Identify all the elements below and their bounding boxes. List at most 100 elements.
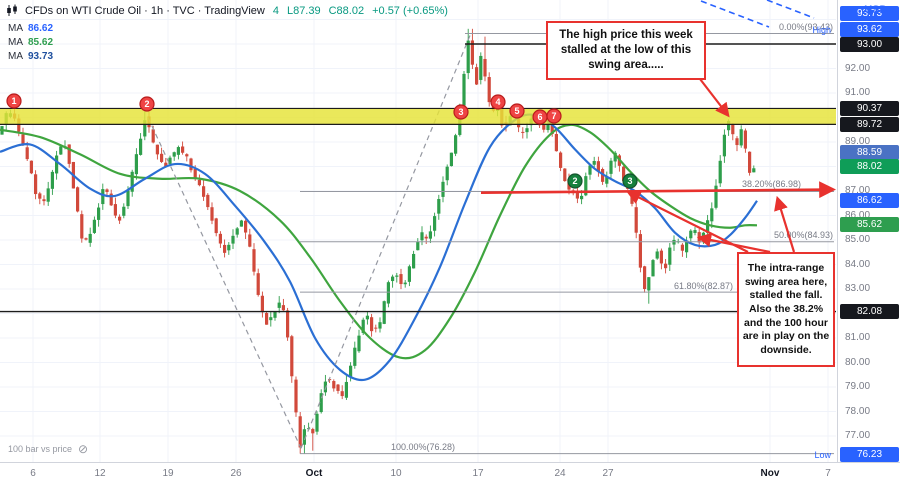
dashed-trendline — [300, 32, 472, 449]
price-badge: 86.62 — [840, 192, 899, 208]
time-label: 19 — [162, 468, 174, 479]
chevron-down-icon: ▾ — [889, 4, 894, 15]
grid-layer — [0, 0, 836, 462]
price-tick: 84.00 — [845, 258, 871, 270]
swing-area-band — [0, 108, 836, 125]
annotation-note-intrarange[interactable]: The intra-range swing area here, stalled… — [737, 252, 835, 368]
price-tick: 79.00 — [845, 381, 871, 392]
numbered-circle — [139, 96, 155, 112]
ma-legend-row[interactable]: MA 85.62 — [8, 35, 53, 49]
price-badge: 88.02 — [840, 158, 899, 174]
time-label: Nov — [760, 468, 780, 479]
price-badge: 93.00 — [840, 36, 899, 52]
red-arrow — [774, 195, 796, 253]
price-badge: 89.72 — [840, 116, 899, 132]
price-badge: 76.23 — [840, 447, 899, 462]
currency-dropdown[interactable]: USD ▾ — [864, 4, 894, 16]
price-tick: 78.00 — [845, 405, 871, 417]
ma-legend-label: MA — [8, 50, 23, 62]
numbered-circle — [6, 93, 22, 109]
dashed-trendline — [147, 117, 302, 449]
price-tick: 80.00 — [845, 356, 871, 368]
price-axis[interactable]: 92.00 91.00 89.00 87.00 86.00 85.00 84.00 83.00… — [837, 0, 900, 462]
time-label: 10 — [390, 468, 402, 479]
price-tick: 83.00 — [845, 283, 871, 294]
ma-legend-value: 93.73 — [28, 50, 54, 62]
time-label: 27 — [602, 468, 614, 479]
fib-label: 50.00%(84.93) — [774, 230, 833, 240]
time-label: 7 — [825, 468, 831, 479]
svg-text:2: 2 — [144, 99, 149, 109]
chart-header: CFDs on WTI Crude Oil · 1h · TVC · Tradi… — [6, 4, 448, 17]
numbered-circle — [622, 173, 638, 189]
time-label: 12 — [94, 468, 106, 479]
svg-text:5: 5 — [514, 106, 519, 116]
indicator-legend: MA 86.62 MA 85.62 MA 93.73 — [8, 21, 53, 63]
chart-title[interactable]: CFDs on WTI Crude Oil · 1h · TVC · Tradi… — [25, 4, 265, 17]
ma-legend-value: 85.62 — [28, 36, 54, 48]
price-badge: 93.62 — [840, 22, 899, 37]
time-axis[interactable]: 6 12 19 26 Oct 10 17 24 27 Nov 7 — [0, 462, 900, 484]
svg-text:7: 7 — [551, 111, 556, 121]
time-label: 26 — [230, 468, 242, 479]
ma-legend-label: MA — [8, 36, 23, 48]
price-badge: 90.37 — [840, 100, 899, 116]
price-tick: 86.00 — [845, 209, 871, 221]
ma-blue-line — [0, 113, 758, 382]
svg-text:2: 2 — [572, 176, 577, 186]
red-arrow — [626, 191, 749, 253]
ohlc-open-fragment: 4 — [272, 4, 279, 17]
symbol-logo-icon — [6, 4, 19, 17]
time-label: Oct — [305, 468, 323, 479]
red-trendline — [480, 181, 836, 199]
bars-info-label: 100 bar vs price — [8, 444, 73, 454]
numbered-markers: 1 2 3 4 5 6 7 2 3 — [6, 93, 638, 189]
numbered-circle — [546, 108, 562, 124]
price-tick: 85.00 — [845, 234, 871, 245]
price-badge: 85.62 — [840, 217, 899, 233]
chart-pane[interactable]: 0.00%(93.43)38.20%(86.98)50.00%(84.93)61… — [0, 0, 836, 462]
svg-text:1: 1 — [11, 96, 16, 106]
annotation-note-high[interactable]: The high price this week stalled at the … — [546, 21, 706, 80]
ma-green-line — [0, 123, 758, 360]
ma-legend-value: 86.62 — [28, 22, 54, 34]
time-label: 17 — [472, 468, 484, 479]
red-arrow — [696, 232, 771, 254]
fib-label: 38.20%(86.98) — [742, 179, 801, 189]
time-label: 24 — [554, 468, 566, 479]
svg-text:4: 4 — [495, 97, 500, 107]
svg-text:3: 3 — [458, 107, 463, 117]
numbered-circle — [567, 173, 583, 189]
ma-legend-label: MA — [8, 22, 23, 34]
ohlc-change: +0.57 (+0.65%) — [372, 4, 448, 17]
price-tick: 89.00 — [845, 136, 871, 147]
fib-label: 61.80%(82.87) — [674, 281, 733, 291]
blue-dashed-line — [766, 0, 815, 19]
price-badge: 82.08 — [840, 304, 899, 320]
price-tick: 92.00 — [845, 62, 871, 74]
candles-layer — [0, 28, 756, 454]
svg-text:6: 6 — [537, 112, 542, 122]
time-label: 6 — [30, 468, 36, 479]
svg-text:3: 3 — [627, 176, 632, 186]
blue-dashed-line — [700, 0, 770, 28]
price-badge: 88.59 — [840, 144, 899, 160]
ma-legend-row[interactable]: MA 86.62 — [8, 21, 53, 35]
price-tick: 87.00 — [845, 185, 871, 196]
fib-label: 0.00%(93.43) — [779, 22, 833, 32]
price-tick: 81.00 — [845, 332, 871, 343]
ohlc-low: L87.39 — [286, 4, 321, 17]
price-tick: 91.00 — [845, 87, 871, 98]
slash-circle-icon[interactable]: ⊘ — [78, 442, 89, 456]
ohlc-close: C88.02 — [328, 4, 365, 17]
footer-note: 100 bar vs price ⊘ — [8, 443, 88, 455]
ma-legend-row[interactable]: MA 93.73 — [8, 49, 53, 63]
currency-label: USD — [864, 4, 888, 16]
numbered-circle — [453, 104, 469, 120]
numbered-circle — [509, 103, 525, 119]
price-tick: 77.00 — [845, 430, 871, 441]
numbered-circle — [490, 94, 506, 110]
price-badge: 93.73 — [840, 6, 899, 21]
fib-label: 100.00%(76.28) — [391, 442, 455, 452]
